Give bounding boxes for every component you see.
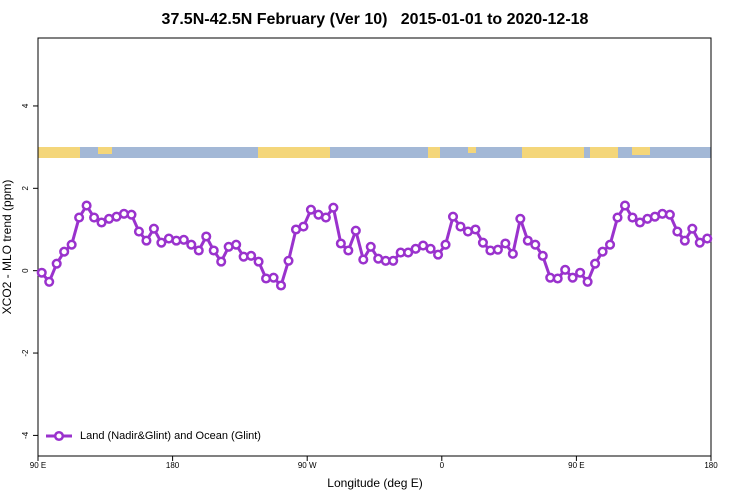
data-point — [522, 235, 533, 246]
data-point — [66, 239, 77, 250]
legend-label: Land (Nadir&Glint) and Ocean (Glint) — [80, 430, 261, 442]
data-point — [500, 238, 511, 249]
data-point — [126, 209, 137, 220]
y-tick-label: -2 — [21, 349, 30, 357]
data-point — [320, 212, 331, 223]
data-point — [455, 221, 466, 232]
data-point — [507, 248, 518, 259]
data-point — [201, 231, 212, 242]
data-point — [627, 212, 638, 223]
data-point — [253, 256, 264, 267]
data-point — [440, 239, 451, 250]
data-point — [425, 243, 436, 254]
data-point — [44, 276, 55, 287]
data-point — [148, 223, 159, 234]
data-point — [530, 239, 541, 250]
y-tick-label: 0 — [21, 268, 30, 273]
data-point — [492, 244, 503, 255]
land-ocean-strip — [38, 147, 711, 158]
data-point — [619, 200, 631, 211]
data-point — [81, 200, 92, 211]
data-point — [447, 211, 459, 222]
plot-frame — [37, 37, 712, 457]
data-point — [567, 272, 578, 283]
data-point — [612, 212, 623, 223]
y-tick-label: 2 — [21, 186, 30, 191]
data-point — [141, 235, 152, 246]
data-point — [537, 250, 548, 261]
data-point — [687, 223, 698, 234]
data-point — [335, 238, 346, 249]
x-tick-label: 0 — [440, 461, 445, 470]
x-axis-title: Longitude (deg E) — [327, 476, 422, 490]
y-axis-title: XCO2 - MLO trend (ppm) — [0, 180, 14, 315]
data-point — [470, 224, 481, 235]
data-point — [702, 233, 713, 244]
data-point — [343, 245, 354, 256]
data-point — [186, 239, 197, 250]
data-point — [51, 258, 62, 269]
data-point — [560, 264, 571, 275]
data-point — [582, 276, 593, 287]
data-point — [283, 255, 294, 266]
data-point — [365, 241, 376, 252]
data-point — [298, 221, 309, 232]
data-point — [96, 217, 107, 228]
data-point — [634, 217, 646, 228]
data-point — [575, 267, 586, 278]
data-point — [552, 273, 563, 284]
x-tick-label: 90 W — [298, 461, 317, 470]
data-point — [403, 247, 414, 258]
data-point — [350, 225, 361, 236]
data-point — [433, 249, 444, 260]
data-point — [694, 237, 705, 248]
data-point — [679, 235, 690, 246]
data-point — [358, 254, 369, 265]
data-point — [305, 204, 316, 215]
data-point — [208, 245, 219, 256]
data-point — [275, 280, 287, 291]
y-tick-label: 4 — [21, 103, 30, 108]
data-point — [268, 272, 279, 283]
data-point — [590, 258, 601, 269]
data-point — [231, 239, 242, 250]
data-point — [664, 209, 675, 220]
x-tick-label: 90 E — [568, 461, 584, 470]
data-point — [597, 246, 608, 257]
data-point — [216, 256, 227, 267]
data-point — [388, 255, 399, 266]
data-point — [605, 239, 616, 250]
data-point — [59, 246, 70, 257]
x-tick-label: 90 E — [30, 461, 46, 470]
data-point — [193, 245, 204, 256]
data-point — [89, 212, 100, 223]
data-point — [328, 202, 339, 213]
data-point — [515, 213, 526, 224]
x-tick-label: 180 — [166, 461, 180, 470]
legend-marker — [53, 430, 65, 442]
x-tick-label: 180 — [704, 461, 718, 470]
data-point — [178, 234, 189, 245]
chart-title: 37.5N-42.5N February (Ver 10) 2015-01-01… — [162, 11, 589, 28]
y-tick-label: -4 — [21, 431, 30, 439]
data-point — [74, 212, 85, 223]
data-point — [133, 226, 144, 237]
data-point — [246, 250, 257, 261]
data-point — [672, 226, 683, 237]
data-point — [36, 267, 47, 278]
data-point — [477, 237, 488, 248]
data-point — [156, 237, 167, 248]
